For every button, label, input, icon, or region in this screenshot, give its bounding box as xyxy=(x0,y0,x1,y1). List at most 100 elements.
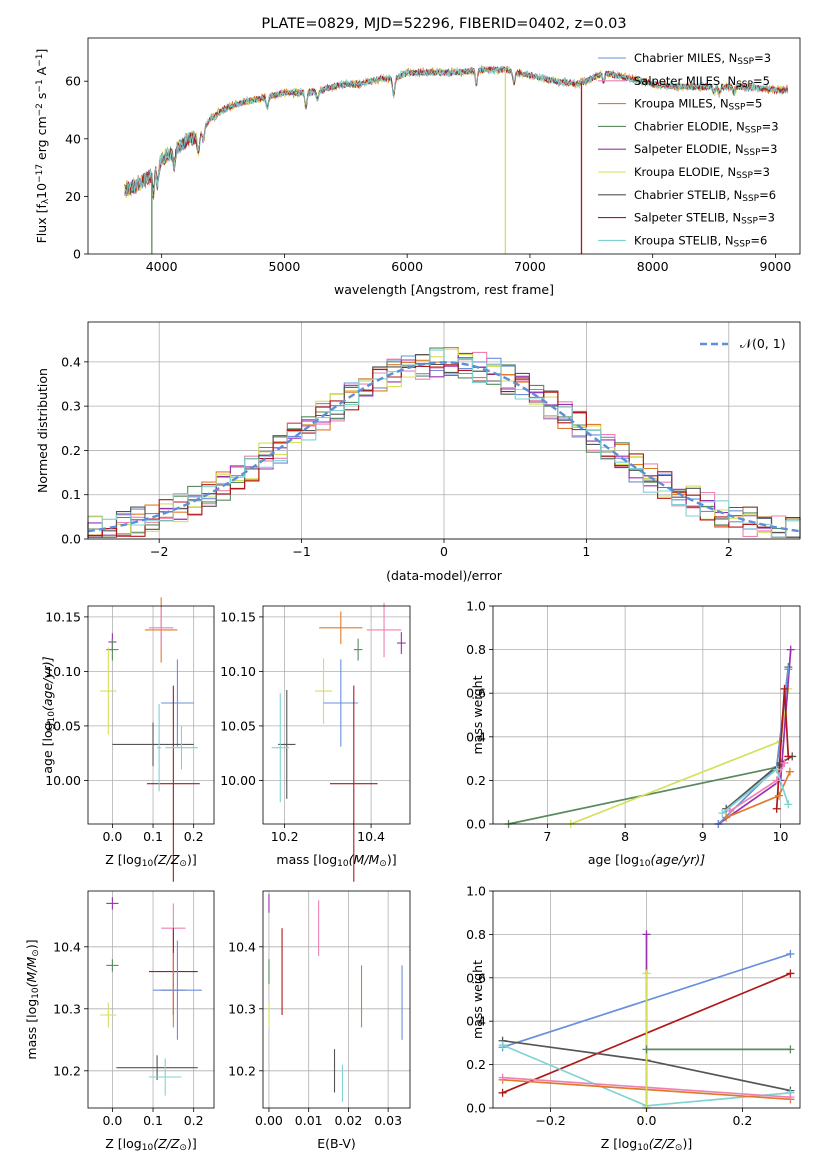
x-tick-label: 4000 xyxy=(146,259,178,274)
legend-label-part: SSP xyxy=(734,240,751,250)
y-axis-label-part: −17 xyxy=(35,164,45,183)
x-tick-label: 0.00 xyxy=(255,1113,283,1128)
legend-label-part: =3 xyxy=(761,142,778,156)
legend-label-part: =5 xyxy=(745,97,762,111)
x-axis-label-part: Z [log xyxy=(105,1136,141,1151)
chart-6: 0.00 0.01 0.02 0.03 10.2 10.3 10.4 E(B-V) xyxy=(228,890,411,1151)
y-tick-label: 10.2 xyxy=(228,1063,256,1078)
weight-marker xyxy=(498,1088,507,1097)
x-tick-label: 6000 xyxy=(391,259,423,274)
chart-title: PLATE=0829, MJD=52296, FIBERID=0402, z=0… xyxy=(261,16,626,32)
weight-marker xyxy=(642,969,651,978)
plot-area xyxy=(100,897,202,1096)
x-tick-label: 7 xyxy=(543,829,551,844)
weight-marker xyxy=(786,1045,795,1054)
y-axis-label-part: ⊙ xyxy=(31,949,41,957)
x-tick-label: 0.1 xyxy=(143,829,163,844)
weight-marker xyxy=(642,1045,651,1054)
x-axis-label-part: ⊙ xyxy=(179,1143,187,1153)
y-axis-label-part: λ xyxy=(41,198,51,204)
histogram-step xyxy=(87,349,801,538)
legend-label: 𝒩(0, 1) xyxy=(740,336,786,351)
weight-marker xyxy=(726,806,735,815)
legend-label: Chabrier STELIB, NSSP=6 xyxy=(634,188,776,204)
y-axis-label-part: −2 xyxy=(35,103,45,116)
y-axis-label: Flux [fλ10−17 erg cm−2 s−1 A−1] xyxy=(34,49,51,244)
y-tick-label: 0.6 xyxy=(466,686,486,701)
x-axis-label: mass [log10(M/M⊙)] xyxy=(276,852,396,869)
x-tick-label: −0.2 xyxy=(535,1113,565,1128)
plot-area xyxy=(498,930,795,1112)
x-tick-label: 8 xyxy=(621,829,629,844)
legend-label-part: Chabrier STELIB, N xyxy=(634,188,742,202)
axes-frame xyxy=(262,605,411,825)
legend-label-part: SSP xyxy=(736,171,753,181)
legend-label-part: Salpeter STELIB, N xyxy=(634,211,741,225)
x-tick-label: −2 xyxy=(150,544,168,559)
x-axis-label-part: Z [log xyxy=(601,1136,637,1151)
x-tick-label: 0.0 xyxy=(102,829,122,844)
x-axis-label-part: 10 xyxy=(142,859,154,869)
chart-0: 4000 5000 6000 7000 8000 9000 0 20 40 60 PLATE=082… xyxy=(34,16,801,297)
y-axis-label-part: s xyxy=(34,93,49,104)
legend-label: Chabrier MILES, NSSP=3 xyxy=(634,51,771,67)
x-axis-label: age [log10(age/yr)] xyxy=(588,852,705,869)
legend-label-part: SSP xyxy=(737,57,754,67)
x-tick-label: 7000 xyxy=(514,259,546,274)
y-tick-label: 10.05 xyxy=(220,718,256,733)
x-axis-label: Z [log10(Z/Z⊙)] xyxy=(601,1136,692,1153)
weight-marker xyxy=(772,804,781,813)
x-axis-label: wavelength [Angstrom, rest frame] xyxy=(334,282,554,297)
y-tick-label: 0 xyxy=(73,247,81,262)
normal-curve xyxy=(87,361,801,533)
y-axis-label-part: Flux [f xyxy=(34,204,49,244)
chart-7: −0.2 0.0 0.2 0.0 0.2 0.4 0.6 0.8 1.0 Z [log10(Z/Z… xyxy=(466,884,801,1153)
x-axis-label-part: 10 xyxy=(142,1143,154,1153)
x-axis-label-part: 10 xyxy=(637,1143,649,1153)
y-tick-label: 10.00 xyxy=(45,773,81,788)
x-axis-label: Z [log10(Z/Z⊙)] xyxy=(105,1136,196,1153)
x-tick-label: 0.03 xyxy=(374,1113,402,1128)
legend-label-part: SSP xyxy=(729,103,746,113)
y-axis-label-part: ] xyxy=(34,49,49,54)
x-axis-label-part: ⊙ xyxy=(675,1143,683,1153)
legend-label-part: Chabrier MILES, N xyxy=(634,51,737,65)
legend-label-part: =5 xyxy=(753,74,770,88)
y-tick-label: 40 xyxy=(65,131,81,146)
weight-marker xyxy=(642,930,651,939)
legend-label-part: SSP xyxy=(741,217,758,227)
plot-area xyxy=(100,597,200,882)
x-tick-label: 10.2 xyxy=(271,829,299,844)
legend-label-part: =6 xyxy=(750,233,767,247)
legend-label-part: Kroupa MILES, N xyxy=(634,97,729,111)
weight-marker xyxy=(784,752,793,761)
legend-label: Kroupa MILES, NSSP=5 xyxy=(634,97,762,113)
y-tick-label: 10.4 xyxy=(53,939,81,954)
x-axis-label-part: (Z/Z xyxy=(649,1136,676,1151)
weight-marker xyxy=(718,809,727,818)
y-tick-label: 0.4 xyxy=(466,729,486,744)
weight-marker xyxy=(785,767,794,776)
weight-marker xyxy=(786,645,795,654)
x-tick-label: 0.0 xyxy=(637,1113,657,1128)
weight-marker xyxy=(772,776,781,785)
y-tick-label: 10.05 xyxy=(45,718,81,733)
x-axis-label-part: Z [log xyxy=(105,852,141,867)
y-tick-label: 0.0 xyxy=(61,532,81,547)
plot-area xyxy=(271,602,406,882)
y-tick-label: 0.1 xyxy=(61,487,81,502)
weight-marker xyxy=(780,684,789,693)
y-tick-label: 0.8 xyxy=(466,927,486,942)
weight-marker xyxy=(784,800,793,809)
y-axis-label: Normed distribution xyxy=(35,368,50,493)
legend-label-part: Kroupa STELIB, N xyxy=(634,233,734,247)
y-tick-label: 0.4 xyxy=(466,1014,486,1029)
y-axis-label-part: )] xyxy=(24,939,39,949)
y-axis-label-part: 10 xyxy=(47,711,57,723)
y-axis-label-part: −1 xyxy=(35,54,45,67)
plot-area xyxy=(268,894,403,1102)
x-tick-label: 0.01 xyxy=(295,1113,323,1128)
x-tick-label: 5000 xyxy=(269,259,301,274)
